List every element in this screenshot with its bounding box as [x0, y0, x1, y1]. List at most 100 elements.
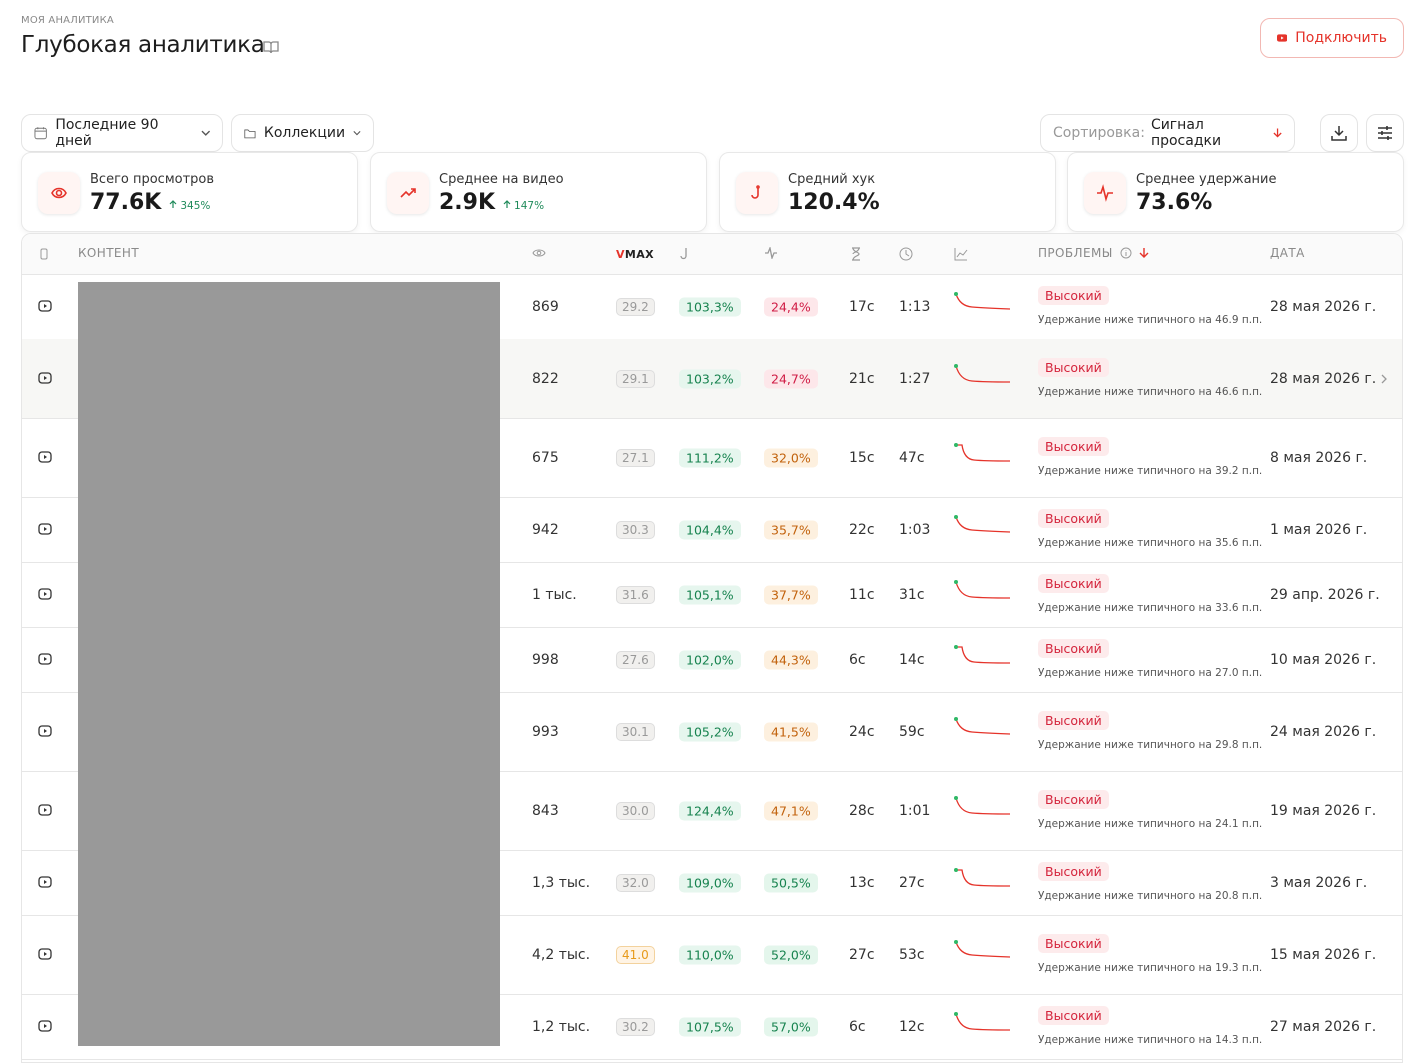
retention-sparkline	[954, 644, 1011, 664]
severity: Высокий	[1038, 710, 1109, 730]
date: 24 мая 2026 г.	[1270, 723, 1377, 740]
stat-label: Средний хук	[788, 172, 876, 187]
connect-label: Подключить	[1295, 30, 1387, 46]
date: 10 мая 2026 г.	[1270, 651, 1377, 668]
chevron	[353, 131, 361, 136]
retention-sparkline	[954, 363, 1011, 383]
date: 1 мая 2026 г.	[1270, 521, 1368, 538]
stat-card: Всего просмотров 77.6K 345%	[21, 152, 358, 232]
stat-value: 2.9K 147%	[439, 190, 544, 215]
hook: 124,4%	[679, 801, 741, 820]
stat-card: Среднее удержание 73.6%	[1067, 152, 1404, 232]
table-row[interactable]: 1 тыс. 31.6 105,1% 37,7% 11с 31с Высокий Удержа…	[22, 562, 1402, 628]
settings-button[interactable]	[1366, 114, 1404, 152]
duration: 31с	[899, 586, 925, 603]
retention: 37,7%	[764, 585, 818, 604]
connect-button[interactable]: Подключить	[1260, 18, 1404, 58]
page-title: Глубокая аналитика	[21, 32, 265, 58]
views: 822	[532, 370, 559, 387]
views: 675	[532, 449, 559, 466]
duration: 14с	[899, 651, 925, 668]
docs-icon[interactable]	[263, 40, 279, 54]
col-content: КОНТЕНТ	[78, 246, 140, 260]
table-row[interactable]: 998 27.6 102,0% 44,3% 6с 14с Высокий Удержание …	[22, 627, 1402, 693]
video-icon	[38, 803, 52, 816]
vmax: 30.3	[616, 520, 655, 539]
stat-value: 120.4%	[788, 190, 880, 215]
delta-arrow	[169, 200, 177, 208]
stat-delta-value: 147%	[514, 200, 545, 212]
sort-control[interactable]: Сортировка: Сигнал просадки	[1040, 114, 1295, 152]
collections-label: Коллекции	[263, 125, 346, 141]
severity: Высокий	[1038, 1005, 1109, 1025]
views: 869	[532, 298, 559, 315]
severity: Высокий	[1038, 638, 1109, 658]
problem-note: Удержание ниже типичного на 33.6 п.п.	[1038, 601, 1263, 614]
info-icon[interactable]	[1120, 247, 1132, 259]
period-label: Последние 90 дней	[55, 117, 159, 149]
duration: 1:03	[899, 521, 931, 538]
stat-icon-box	[38, 172, 80, 214]
table-row[interactable]: 1,3 тыс. 32.0 109,0% 50,5% 13с 27с Высокий Удер…	[22, 850, 1402, 916]
download-button[interactable]	[1320, 114, 1358, 152]
hook: 110,0%	[679, 945, 741, 964]
problem-note: Удержание ниже типичного на 46.9 п.п.	[1038, 313, 1263, 326]
date: 28 мая 2026 г.	[1270, 298, 1377, 315]
hook: 109,0%	[679, 873, 741, 892]
stat-label: Среднее удержание	[1136, 172, 1277, 187]
hourglass-icon	[852, 247, 860, 261]
problem-note: Удержание ниже типичного на 14.3 п.п.	[1038, 1033, 1263, 1046]
stat-icon	[400, 188, 416, 198]
select-icon[interactable]	[40, 248, 48, 260]
delta-arrow	[503, 200, 511, 208]
stat-label: Всего просмотров	[90, 172, 215, 187]
views: 1,3 тыс.	[532, 874, 591, 891]
vmax: 29.1	[616, 369, 655, 388]
table-row[interactable]: 675 27.1 111,2% 32,0% 15с 47с Высокий Удержание…	[22, 418, 1402, 498]
table-row[interactable]: 942 30.3 104,4% 35,7% 22с 1:03 Высокий Удержани…	[22, 497, 1402, 563]
video-icon	[38, 299, 52, 312]
problem-note: Удержание ниже типичного на 46.6 п.п.	[1038, 385, 1263, 398]
hook: 111,2%	[679, 448, 741, 467]
severity: Высокий	[1038, 933, 1109, 953]
views: 1 тыс.	[532, 586, 577, 603]
date: 29 апр. 2026 г.	[1270, 586, 1380, 603]
table-row[interactable]: 843 30.0 124,4% 47,1% 28с 1:01 Высокий Удержани…	[22, 771, 1402, 851]
hook: 103,2%	[679, 369, 741, 388]
stat-icon-box	[387, 172, 429, 214]
retention: 50,5%	[764, 873, 818, 892]
collections-filter[interactable]: Коллекции	[231, 114, 374, 152]
date: 27 мая 2026 г.	[1270, 1018, 1377, 1035]
sort-indicator[interactable]	[1139, 247, 1149, 259]
curve-icon	[954, 248, 968, 261]
period-filter[interactable]: Последние 90 дней	[21, 114, 223, 152]
hook: 103,3%	[679, 297, 741, 316]
vmax: 30.0	[616, 801, 655, 820]
sort-value: Сигнал просадки	[1150, 117, 1222, 149]
stat-icon-box	[1084, 172, 1126, 214]
retention: 44,3%	[764, 650, 818, 669]
severity: Высокий	[1038, 357, 1109, 377]
duration: 53с	[899, 946, 925, 963]
retention-sparkline	[954, 867, 1011, 887]
retention: 57,0%	[764, 1017, 818, 1036]
date: 8 мая 2026 г.	[1270, 449, 1368, 466]
views: 4,2 тыс.	[532, 946, 591, 963]
table-row[interactable]: 993 30.1 105,2% 41,5% 24с 59с Высокий Удержание…	[22, 692, 1402, 772]
severity: Высокий	[1038, 436, 1109, 456]
sliders-icon	[1378, 126, 1392, 140]
retention: 52,0%	[764, 945, 818, 964]
stat-delta: 345%	[169, 200, 210, 212]
date: 19 мая 2026 г.	[1270, 802, 1377, 819]
folder-icon	[244, 129, 256, 138]
first-drop: 22с	[849, 521, 875, 538]
duration: 47с	[899, 449, 925, 466]
table-row[interactable]: 4,2 тыс. 41.0 110,0% 52,0% 27с 53с Высокий Удер…	[22, 915, 1402, 995]
vmax: 27.6	[616, 650, 655, 669]
table-header: КОНТЕНТ VMAX ПРОБЛЕМЫ ДАТА	[22, 234, 1402, 275]
views: 843	[532, 802, 559, 819]
row-chevron	[1381, 374, 1387, 383]
retention-sparkline	[954, 1011, 1011, 1031]
vmax: 29.2	[616, 297, 655, 316]
